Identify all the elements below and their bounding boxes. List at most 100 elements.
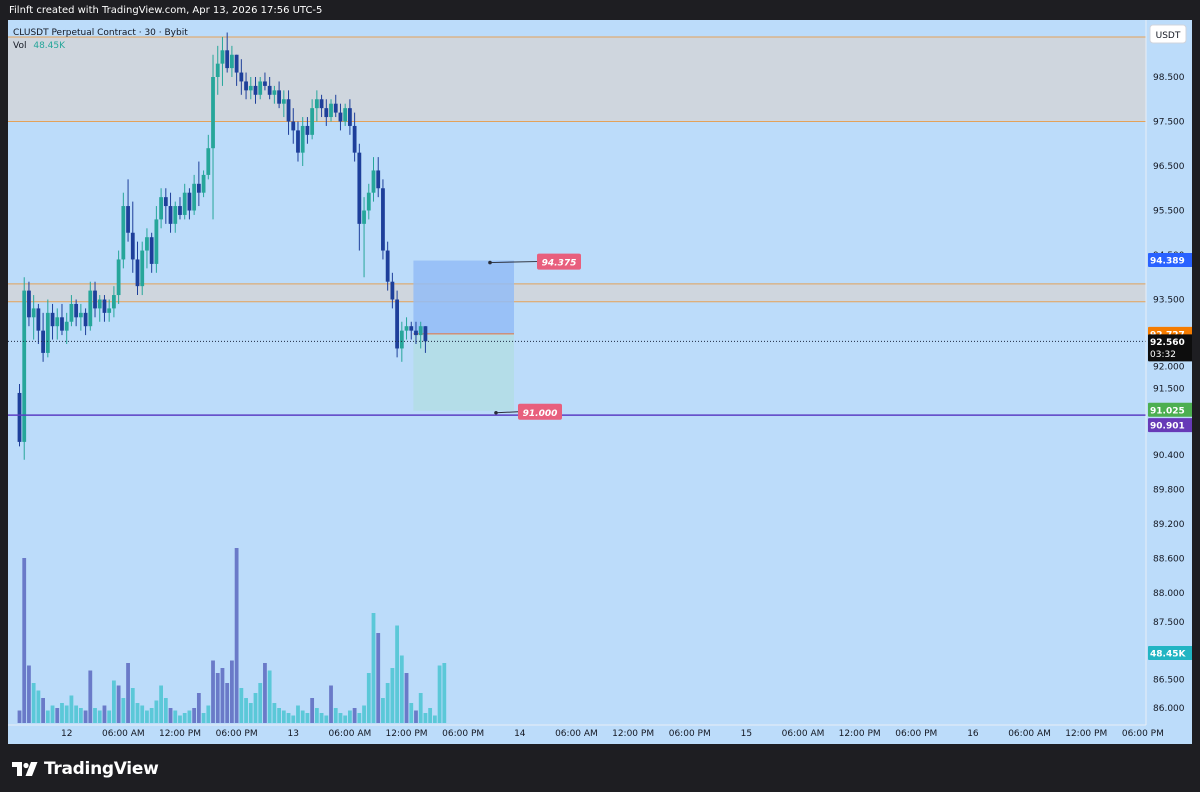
candle bbox=[310, 99, 315, 140]
volume-bar bbox=[296, 705, 300, 723]
position-stop-zone[interactable] bbox=[413, 333, 514, 411]
tradingview-logo: TradingView bbox=[12, 759, 159, 779]
candle-body bbox=[74, 303, 79, 318]
currency-button-bg[interactable] bbox=[1149, 24, 1187, 44]
last-price-tag-bg bbox=[1148, 334, 1192, 362]
time-tick-label: 12:00 PM bbox=[612, 729, 654, 739]
candle bbox=[395, 290, 399, 358]
candle-body bbox=[163, 197, 168, 207]
price-tick-label: 86.500 bbox=[1153, 675, 1185, 685]
candle bbox=[329, 99, 333, 122]
volume-bar bbox=[50, 705, 55, 723]
candle bbox=[381, 179, 385, 260]
position-tool[interactable] bbox=[413, 260, 514, 411]
candle bbox=[74, 299, 79, 327]
target-label[interactable]: 94.375 bbox=[488, 253, 581, 270]
candle bbox=[192, 174, 197, 215]
volume-bar bbox=[17, 710, 22, 723]
price-tick-label: 89.800 bbox=[1153, 486, 1185, 496]
candle-body bbox=[277, 90, 281, 104]
price-labels: 94.375 91.000 bbox=[488, 253, 581, 420]
volume-bar bbox=[366, 673, 371, 723]
symbol-legend[interactable]: CLUSDT Perpetual Contract · 30 · Bybit bbox=[13, 28, 188, 38]
volume-bar bbox=[211, 660, 215, 723]
volume-bar bbox=[385, 683, 390, 723]
candle bbox=[22, 277, 27, 460]
volume-bar bbox=[267, 670, 272, 723]
candle-body bbox=[381, 188, 385, 251]
candle bbox=[102, 295, 107, 322]
time-axis[interactable]: 12 06:00 AM 12:00 PM 06:00 PM 13 06:00 AM 12:0… bbox=[8, 724, 1192, 744]
volume-legend[interactable]: Vol 48.45K bbox=[13, 41, 65, 51]
volume-axis-tag: 48.45K bbox=[1148, 646, 1192, 660]
candle bbox=[258, 77, 263, 100]
candle-body bbox=[130, 232, 135, 260]
candle bbox=[414, 321, 418, 344]
volume-bar bbox=[258, 683, 263, 723]
volume-bar bbox=[343, 715, 348, 723]
resistance-zone[interactable] bbox=[8, 283, 1146, 302]
position-target-zone[interactable] bbox=[413, 260, 514, 334]
chart-frame[interactable]: 98.50097.50096.50095.50094.50093.50092.0… bbox=[8, 20, 1192, 744]
stop-axis-tag-bg bbox=[1148, 402, 1192, 417]
candle bbox=[126, 179, 130, 242]
volume-bar bbox=[395, 625, 399, 723]
candle-body bbox=[225, 50, 230, 69]
time-tick-label: 16 bbox=[967, 729, 979, 739]
resistance-zones bbox=[8, 36, 1146, 303]
target-label-text: 94.375 bbox=[542, 259, 577, 269]
volume-label: Vol bbox=[13, 41, 27, 51]
volume-bar bbox=[64, 705, 69, 723]
price-tick-label: 95.500 bbox=[1153, 207, 1185, 217]
candle-body bbox=[126, 206, 130, 233]
candle bbox=[324, 99, 329, 126]
candle-body bbox=[196, 183, 201, 193]
candle-body bbox=[192, 183, 197, 211]
volume-bar bbox=[404, 673, 409, 723]
volume-bar bbox=[437, 665, 442, 723]
volume-axis-tag-bg bbox=[1148, 646, 1192, 660]
volume-bar bbox=[423, 713, 428, 723]
candle-body bbox=[352, 125, 357, 153]
candle bbox=[348, 99, 352, 135]
candle bbox=[135, 241, 140, 296]
last-price-text: 92.560 bbox=[1150, 338, 1185, 348]
volume-bar bbox=[145, 710, 149, 723]
candle-body bbox=[263, 81, 267, 86]
candle bbox=[305, 117, 310, 144]
currency-button[interactable]: USDT bbox=[1149, 24, 1187, 44]
candle-body bbox=[267, 85, 272, 95]
volume-bar bbox=[281, 710, 286, 723]
candle bbox=[88, 281, 93, 331]
candle bbox=[277, 81, 281, 109]
volume-bar bbox=[27, 665, 31, 723]
candle bbox=[201, 170, 206, 198]
time-tick-label: 12:00 PM bbox=[839, 729, 881, 739]
resistance-zone[interactable] bbox=[8, 36, 1146, 122]
volume-bar bbox=[272, 703, 277, 723]
price-axis[interactable]: 98.50097.50096.50095.50094.50093.50092.0… bbox=[1145, 20, 1192, 744]
candle-body bbox=[83, 312, 88, 327]
volume-bar bbox=[60, 703, 64, 723]
candle-body bbox=[357, 152, 362, 224]
candle bbox=[182, 183, 187, 220]
time-tick-label: 06:00 AM bbox=[102, 729, 145, 739]
candle-body bbox=[244, 81, 248, 91]
candle bbox=[154, 206, 159, 273]
price-tick-label: 89.200 bbox=[1153, 520, 1185, 530]
volume-bar bbox=[357, 713, 362, 723]
candle bbox=[64, 312, 69, 344]
price-axis-bg bbox=[1146, 20, 1192, 744]
chart-svg[interactable]: 98.50097.50096.50095.50094.50093.50092.0… bbox=[8, 20, 1192, 744]
stop-label[interactable]: 91.000 bbox=[494, 403, 562, 420]
candle bbox=[404, 317, 409, 340]
candle bbox=[300, 117, 305, 166]
candle bbox=[314, 90, 319, 122]
volume-bar bbox=[55, 708, 60, 723]
volume-bar bbox=[381, 698, 385, 723]
candle-body bbox=[107, 308, 112, 313]
candle-body bbox=[399, 330, 404, 349]
candle-body bbox=[343, 108, 348, 122]
candle bbox=[234, 54, 239, 86]
price-tick-label: 90.400 bbox=[1153, 451, 1185, 461]
